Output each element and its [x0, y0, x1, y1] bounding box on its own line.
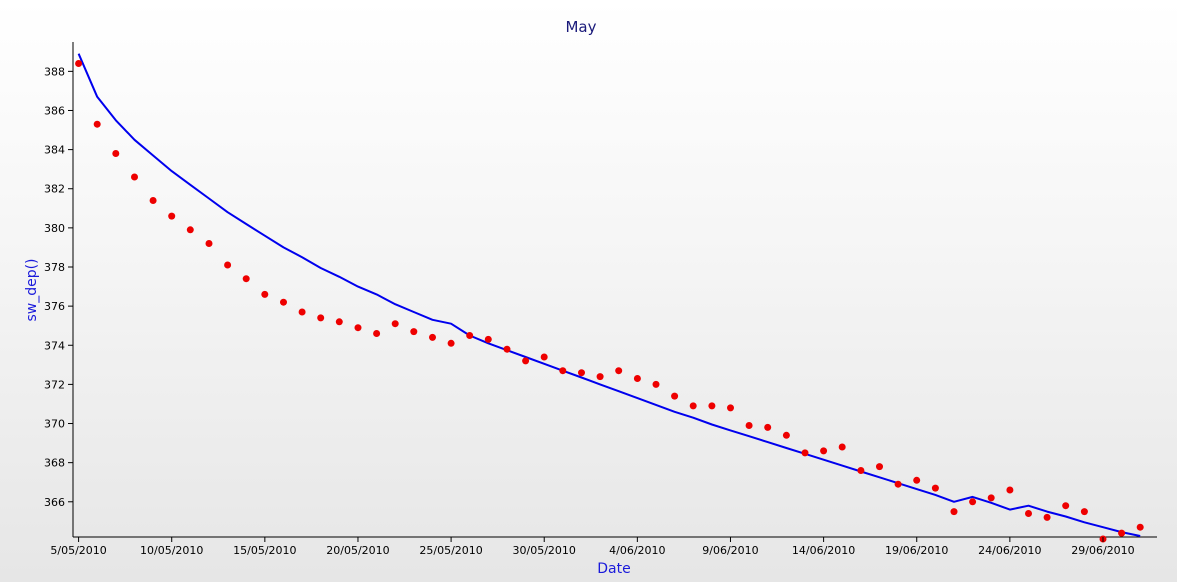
observed-point: [75, 60, 83, 67]
observed-point: [1136, 523, 1144, 531]
series-layer: [75, 53, 1144, 543]
x-tick-label: 9/06/2010: [702, 544, 758, 557]
observed-point: [391, 320, 399, 328]
y-tick-label: 380: [44, 222, 65, 235]
y-tick-label: 388: [44, 65, 65, 78]
observed-point: [559, 367, 567, 375]
observed-point: [484, 335, 492, 343]
observed-point: [410, 328, 418, 336]
x-tick-label: 14/06/2010: [792, 544, 855, 557]
observed-point: [633, 375, 641, 382]
y-axis-title: sw_dep(): [24, 258, 40, 321]
observed-point: [1062, 502, 1070, 510]
observed-point: [708, 402, 716, 410]
x-tick-label: 19/06/2010: [885, 544, 948, 557]
x-tick-label: 25/05/2010: [419, 544, 482, 557]
observed-point: [466, 332, 474, 339]
y-axis: 366 368 370 372 374 376 378 380 382 384 386 388: [44, 65, 73, 509]
x-tick-label: 24/06/2010: [978, 544, 1041, 557]
x-tick-label: 20/05/2010: [326, 544, 389, 557]
y-tick-label: 368: [44, 457, 65, 470]
x-axis: 5/05/2010 10/05/2010 15/05/2010 20/05/2010 2…: [50, 537, 1135, 557]
y-tick-label: 376: [44, 300, 65, 313]
y-tick-label: 366: [44, 496, 65, 509]
plot-area: [72, 42, 1157, 538]
observed-point: [782, 431, 790, 439]
observed-point: [727, 404, 734, 412]
observed-point: [1043, 513, 1051, 521]
observed-point: [335, 318, 343, 326]
observed-point: [186, 226, 194, 234]
observed-point: [950, 508, 958, 516]
y-tick-label: 378: [44, 261, 65, 274]
x-tick-label: 5/05/2010: [50, 544, 106, 557]
observed-point: [596, 373, 604, 381]
observed-point: [224, 261, 232, 269]
observed-point: [913, 476, 921, 484]
observed-point: [1080, 508, 1088, 516]
observed-point: [373, 330, 381, 337]
observed-point: [298, 308, 306, 316]
y-tick-label: 382: [44, 183, 65, 196]
observed-point: [354, 324, 362, 332]
observed-point: [745, 422, 753, 429]
observed-point: [540, 353, 548, 361]
y-tick-label: 384: [44, 144, 65, 157]
observed-point: [503, 345, 511, 353]
observed-point: [447, 339, 455, 347]
observed-point: [857, 467, 865, 474]
observed-point: [1118, 529, 1126, 537]
chart-title: May: [565, 18, 596, 36]
observed-point: [801, 449, 809, 457]
observed-point: [522, 357, 530, 365]
observed-point: [671, 392, 679, 400]
observed-point: [1006, 486, 1014, 494]
x-tick-label: 4/06/2010: [609, 544, 665, 557]
observed-point: [261, 290, 269, 298]
observed-point: [205, 240, 213, 247]
observed-point: [987, 494, 995, 502]
observed-point: [149, 197, 157, 204]
observed-point: [131, 173, 138, 181]
x-tick-label: 10/05/2010: [140, 544, 203, 557]
observed-point: [280, 298, 287, 306]
observed-point: [429, 333, 436, 341]
y-tick-label: 374: [44, 339, 65, 352]
series-line-simulated: [77, 53, 1141, 537]
observed-point: [112, 150, 120, 157]
observed-point: [894, 480, 902, 488]
observed-point: [615, 367, 623, 375]
observed-point: [820, 447, 828, 455]
x-tick-label: 15/05/2010: [233, 544, 296, 557]
observed-point: [969, 498, 977, 506]
observed-point: [242, 275, 250, 283]
observed-point: [689, 402, 697, 410]
observed-point: [652, 380, 660, 388]
y-tick-label: 370: [44, 418, 65, 431]
y-tick-label: 386: [44, 104, 65, 117]
observed-point: [93, 120, 101, 128]
x-axis-title: Date: [597, 561, 630, 577]
x-tick-label: 29/06/2010: [1071, 544, 1134, 557]
observed-point: [838, 443, 846, 451]
y-tick-label: 372: [44, 378, 65, 391]
observed-point: [931, 484, 939, 492]
x-tick-label: 30/05/2010: [513, 544, 576, 557]
observed-point: [1025, 510, 1032, 517]
observed-point: [317, 314, 325, 322]
observed-point: [764, 423, 772, 431]
observed-point: [876, 463, 883, 471]
observed-point: [168, 212, 176, 220]
observed-point: [578, 369, 585, 377]
